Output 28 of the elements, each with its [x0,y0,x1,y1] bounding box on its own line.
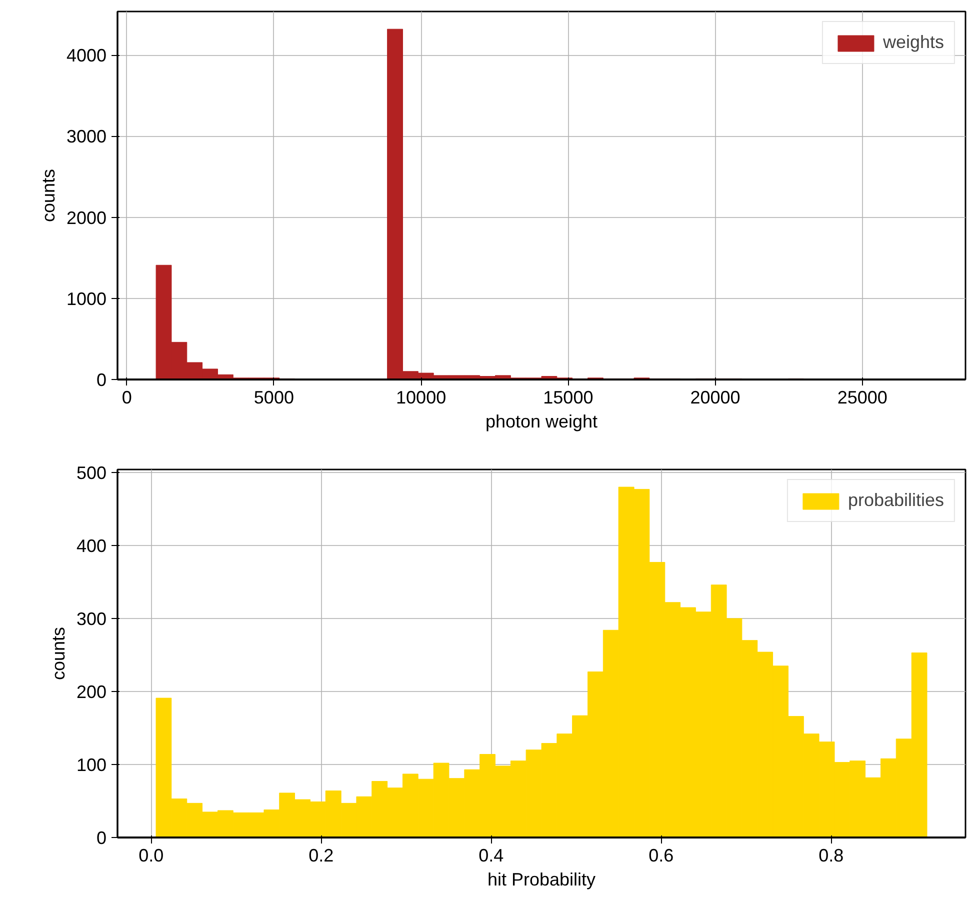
y-tick-label: 300 [76,608,107,629]
y-tick-label: 3000 [66,126,107,147]
y-tick-label: 200 [76,682,107,702]
x-tick-label: 0.0 [138,846,164,866]
x-tick-label: 5000 [254,388,294,408]
x-tick-label: 20000 [690,388,740,408]
legend-label: weights [882,32,944,53]
x-axis-title: hit Probability [487,870,596,890]
y-tick-label: 2000 [66,208,107,228]
y-tick-label: 1000 [66,288,107,309]
y-tick-label: 100 [76,754,107,775]
legend-label: probabilities [848,490,944,511]
y-tick-label: 400 [76,536,107,556]
x-tick-label: 15000 [543,388,594,408]
y-tick-label: 0 [96,370,107,390]
y-axis-title: counts [48,626,68,680]
x-tick-label: 10000 [396,388,446,408]
x-tick-label: 0.2 [308,846,334,866]
y-tick-label: 500 [76,462,107,483]
y-tick-label: 0 [96,828,107,848]
x-axis-title: photon weight [485,412,598,432]
x-tick-label: 0.4 [478,846,504,866]
x-tick-label: 0.8 [818,846,844,866]
x-tick-label: 0.6 [648,846,674,866]
y-tick-label: 4000 [66,46,107,66]
y-axis-title: counts [38,168,58,222]
x-tick-label: 25000 [837,388,888,408]
x-tick-label: 0 [122,388,132,408]
